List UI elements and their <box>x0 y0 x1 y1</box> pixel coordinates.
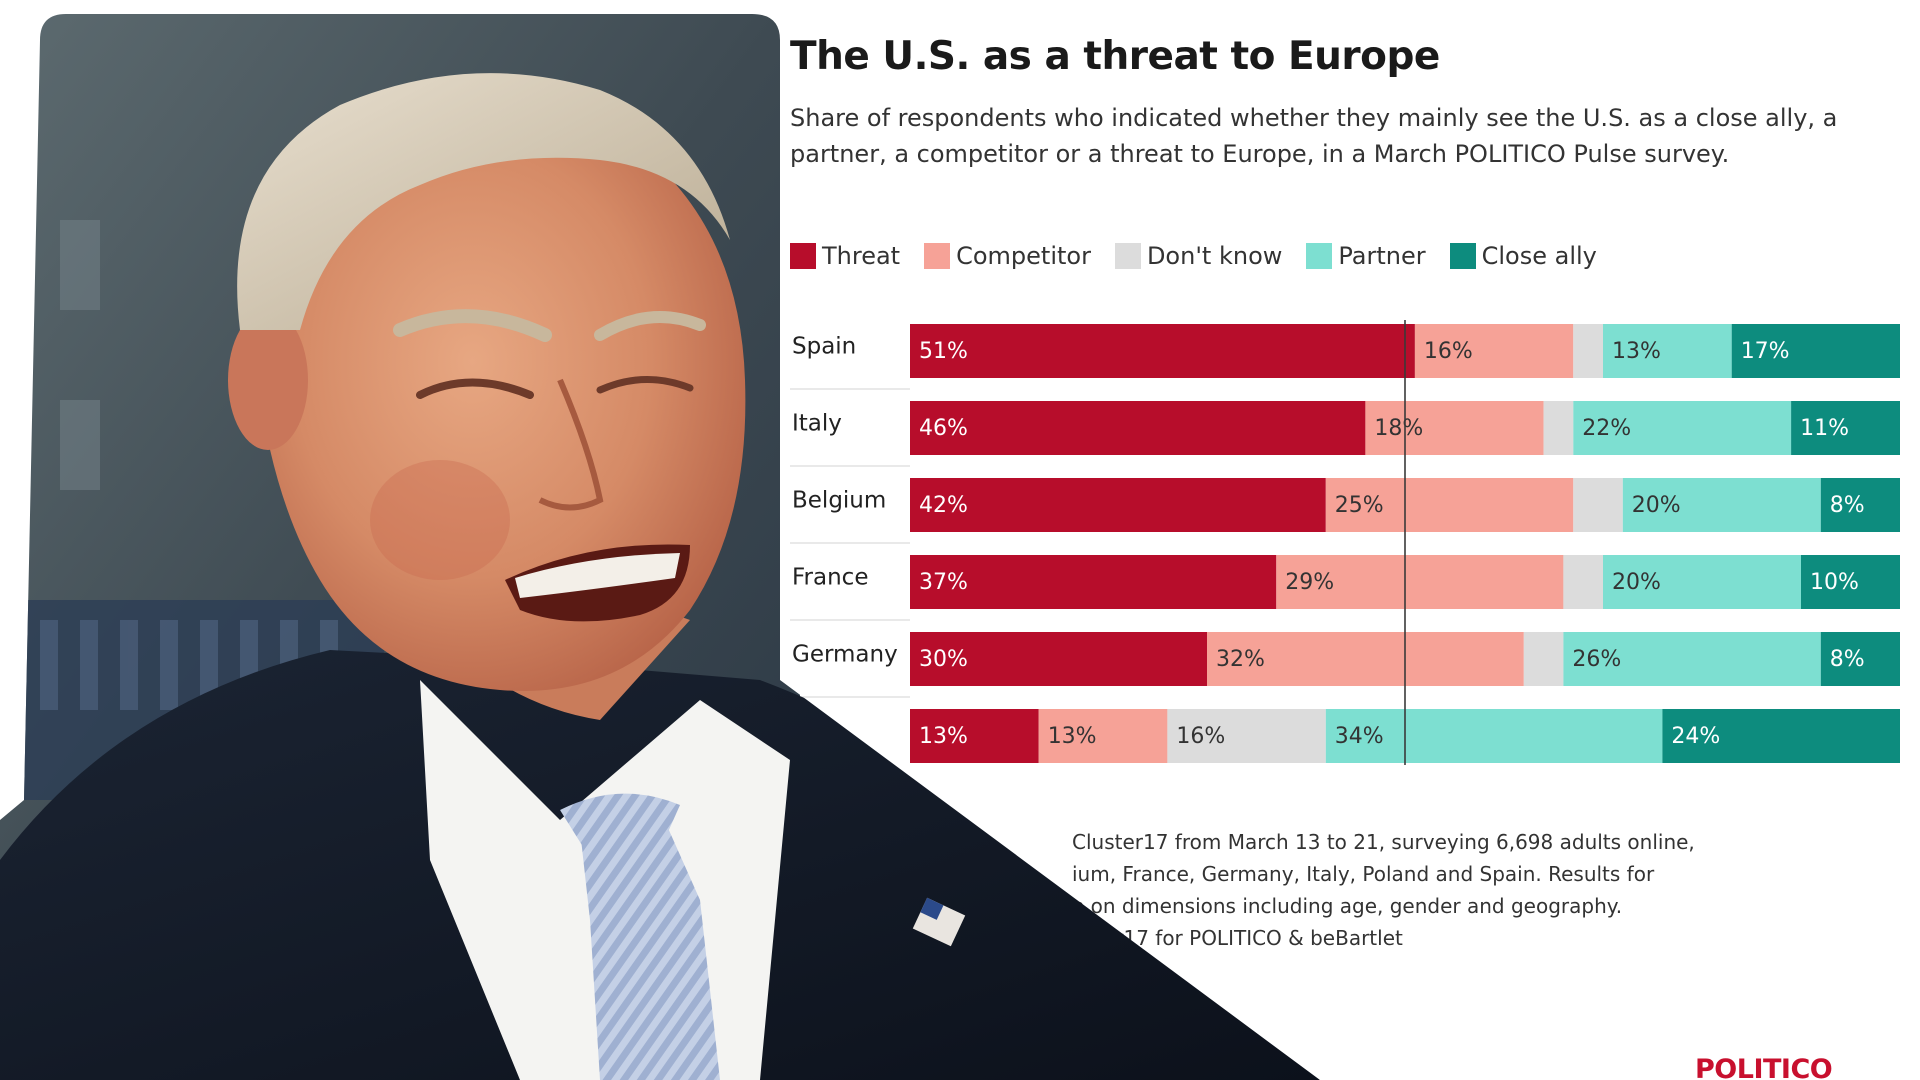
legend-label: Don't know <box>1146 242 1283 270</box>
data-label: 42% <box>919 493 968 518</box>
chart-subtitle: Share of respondents who indicated wheth… <box>790 104 1838 168</box>
bar-segment <box>910 324 1415 378</box>
bar-segment <box>1603 555 1801 609</box>
bar-segment <box>1523 632 1564 686</box>
data-label: 10% <box>1810 570 1859 595</box>
data-label: 13% <box>1612 339 1661 364</box>
data-label: 18% <box>1374 416 1423 441</box>
chart-title: The U.S. as a threat to Europe <box>790 34 1440 79</box>
bar-segment <box>1325 478 1574 532</box>
data-label: 32% <box>1216 647 1265 672</box>
legend-label: Competitor <box>956 242 1091 270</box>
bar-segment <box>1820 478 1900 532</box>
footnote-line: Cluster17 from March 13 to 21, surveying… <box>1072 830 1695 854</box>
category-label: Germany <box>792 642 898 668</box>
category-label: Belgium <box>792 488 886 514</box>
bar-segment <box>1791 401 1900 455</box>
bar-segment <box>1662 709 1900 763</box>
footnote-line: ium, France, Germany, Italy, Poland and … <box>1072 862 1655 886</box>
chart-card: The U.S. as a threat to Europe Share of … <box>770 16 1920 1080</box>
data-label: 13% <box>919 724 968 749</box>
legend-label: Close ally <box>1481 242 1597 270</box>
data-label: 30% <box>919 647 968 672</box>
legend-item: Don't know <box>1114 242 1283 270</box>
legend-item: Threat <box>790 242 900 270</box>
bar-segment <box>1603 324 1732 378</box>
bar-segment <box>1573 401 1792 455</box>
chart-footnote: Cluster17 from March 13 to 21, surveying… <box>1072 826 1712 954</box>
footnote-line: uster17 for POLITICO & beBartlet <box>1072 926 1403 950</box>
data-label: 25% <box>1335 493 1384 518</box>
bar-segment <box>1622 478 1821 532</box>
bar-segment <box>1563 555 1603 609</box>
data-label: 11% <box>1800 416 1849 441</box>
category-label: Spain <box>792 334 856 360</box>
data-label: 13% <box>1048 724 1097 749</box>
data-label: 20% <box>1632 493 1681 518</box>
legend-swatch <box>1114 243 1141 269</box>
data-label: 46% <box>919 416 968 441</box>
bar-segment <box>1563 632 1821 686</box>
data-label: 8% <box>1830 647 1865 672</box>
category-label: France <box>792 565 868 591</box>
bar-segment <box>910 401 1366 455</box>
data-label: 29% <box>1285 570 1334 595</box>
bar-segment <box>1543 401 1574 455</box>
legend-swatch <box>924 243 951 269</box>
data-label: 37% <box>919 570 968 595</box>
data-label: 24% <box>1671 724 1720 749</box>
legend-item: Competitor <box>924 242 1091 270</box>
category-label: Italy <box>792 411 842 437</box>
bar-segment <box>1731 324 1900 378</box>
data-label: 34% <box>1335 724 1384 749</box>
bar-segment <box>1276 555 1564 609</box>
bar-segment <box>1573 478 1623 532</box>
bar-segment <box>1801 555 1900 609</box>
data-label: 17% <box>1741 339 1790 364</box>
legend-swatch <box>790 243 816 269</box>
data-label: 51% <box>919 339 968 364</box>
chart-legend: Threat Competitor Don't know Partner Close a… <box>790 242 1597 270</box>
footnote-line: e on dimensions including age, gender an… <box>1072 894 1623 918</box>
legend-label: Partner <box>1338 242 1426 270</box>
bar-segment <box>1325 709 1663 763</box>
bar-segment <box>1414 324 1574 378</box>
legend-label: Threat <box>822 242 901 270</box>
politico-logo: POLITICO <box>1695 1054 1833 1080</box>
data-label: 20% <box>1612 570 1661 595</box>
bar-segment <box>1365 401 1544 455</box>
legend-swatch <box>1306 243 1333 269</box>
legend-swatch <box>1449 243 1476 269</box>
data-label: 16% <box>1424 339 1473 364</box>
bar-segment <box>910 555 1277 609</box>
legend-item: Close ally <box>1449 242 1597 270</box>
bar-segment <box>910 478 1326 532</box>
legend-item: Partner <box>1306 242 1426 270</box>
stacked-bar-chart: Spain 51% 16% 13% 17% Italy 46% 18% 22% 11% Belgiu… <box>790 320 1900 765</box>
data-label: 16% <box>1176 724 1225 749</box>
data-label: 22% <box>1582 416 1631 441</box>
data-label: 26% <box>1572 647 1621 672</box>
bar-segment <box>1820 632 1900 686</box>
data-label: 8% <box>1830 493 1865 518</box>
bar-segment <box>1573 324 1603 378</box>
